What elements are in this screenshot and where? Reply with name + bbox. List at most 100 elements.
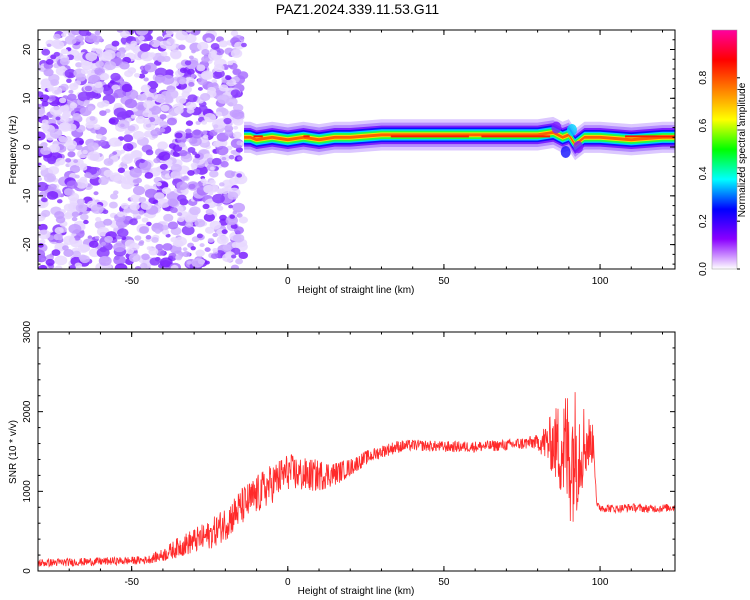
noise-blob xyxy=(55,157,66,166)
noise-blob xyxy=(165,30,174,36)
noise-blob xyxy=(114,263,128,269)
noise-blob xyxy=(95,133,103,140)
noise-blob xyxy=(230,49,243,58)
noise-blob xyxy=(63,203,74,212)
noise-blob xyxy=(138,196,147,203)
noise-blob xyxy=(199,243,205,248)
noise-blob xyxy=(117,119,130,129)
y-tick-label: 20 xyxy=(22,44,33,56)
noise-blob xyxy=(179,150,188,157)
noise-blob xyxy=(184,60,192,66)
noise-blob xyxy=(130,114,136,119)
noise-blob xyxy=(38,106,46,116)
noise-blob xyxy=(84,99,90,104)
noise-blob xyxy=(43,68,54,77)
noise-blob xyxy=(108,137,121,147)
noise-blob xyxy=(66,78,72,83)
noise-blob xyxy=(188,81,195,87)
noise-blob xyxy=(93,124,101,130)
noise-blob xyxy=(221,229,228,235)
noise-blob xyxy=(219,84,229,92)
noise-blob xyxy=(132,179,139,184)
noise-blob xyxy=(191,258,204,268)
noise-blob xyxy=(73,235,81,241)
noise-blob xyxy=(61,112,71,120)
noise-blob xyxy=(189,136,202,147)
noise-blob xyxy=(61,33,67,38)
noise-blob xyxy=(49,144,61,153)
noise-blob xyxy=(163,213,174,222)
noise-blob xyxy=(68,89,74,94)
noise-blob xyxy=(109,80,115,84)
colorbar-tick-label: 0.8 xyxy=(698,70,709,84)
noise-blob xyxy=(101,241,107,246)
noise-blob xyxy=(41,48,51,56)
noise-blob xyxy=(52,40,65,50)
noise-blob xyxy=(238,216,248,224)
noise-blob xyxy=(158,98,165,104)
noise-blob xyxy=(134,266,142,269)
noise-blob xyxy=(190,246,196,251)
noise-blob xyxy=(67,93,77,102)
noise-blob xyxy=(49,105,63,116)
noise-blob xyxy=(87,151,101,161)
noise-blob xyxy=(64,35,77,45)
noise-blob xyxy=(231,254,237,259)
noise-blob xyxy=(128,253,141,263)
noise-blob xyxy=(233,131,242,139)
noise-blob xyxy=(130,194,142,203)
noise-blob xyxy=(224,170,235,179)
noise-blob xyxy=(184,213,197,223)
noise-blob xyxy=(159,114,167,120)
noise-blob xyxy=(211,119,225,130)
colorbar-gradient xyxy=(711,29,738,270)
noise-blob xyxy=(150,39,161,48)
noise-blob xyxy=(76,198,85,205)
noise-blob xyxy=(238,251,248,260)
noise-blob xyxy=(159,40,171,49)
noise-blob xyxy=(151,222,165,233)
noise-blob xyxy=(206,157,214,163)
snr-ylabel: SNR (10 * v/v) xyxy=(8,420,19,484)
noise-blob xyxy=(241,42,247,48)
noise-blob xyxy=(177,216,185,223)
noise-blob xyxy=(95,60,104,68)
noise-blob xyxy=(103,169,114,177)
noise-blob xyxy=(73,159,79,164)
noise-blob xyxy=(62,30,71,34)
noise-blob xyxy=(216,145,229,156)
noise-blob xyxy=(48,73,60,83)
noise-blob xyxy=(112,151,118,155)
noise-blob xyxy=(141,217,149,223)
x-tick-label: -50 xyxy=(124,577,139,588)
noise-blob xyxy=(38,243,44,248)
noise-blob xyxy=(136,215,142,220)
noise-blob xyxy=(170,170,183,180)
noise-blob xyxy=(187,170,195,176)
noise-blob xyxy=(192,158,200,164)
noise-blob xyxy=(67,151,76,158)
noise-blob xyxy=(143,212,150,217)
noise-blob xyxy=(120,202,129,209)
noise-blob xyxy=(220,187,230,195)
noise-blob xyxy=(213,63,225,73)
noise-blob xyxy=(212,193,225,204)
noise-blob xyxy=(47,166,60,175)
noise-blob xyxy=(134,235,142,241)
noise-blob xyxy=(200,178,207,184)
noise-blob xyxy=(217,94,230,104)
noise-blob xyxy=(227,191,239,200)
noise-blob xyxy=(119,149,126,154)
noise-blob xyxy=(151,236,159,243)
x-tick-label: -50 xyxy=(124,276,139,287)
noise-blob xyxy=(175,254,183,261)
noise-blob xyxy=(221,156,227,161)
noise-blob xyxy=(222,244,232,251)
noise-blob xyxy=(216,205,224,211)
noise-blob xyxy=(74,262,83,269)
noise-blob xyxy=(58,135,67,143)
noise-blob xyxy=(71,216,78,222)
noise-blob xyxy=(149,257,160,266)
x-tick-label: 50 xyxy=(438,276,450,287)
